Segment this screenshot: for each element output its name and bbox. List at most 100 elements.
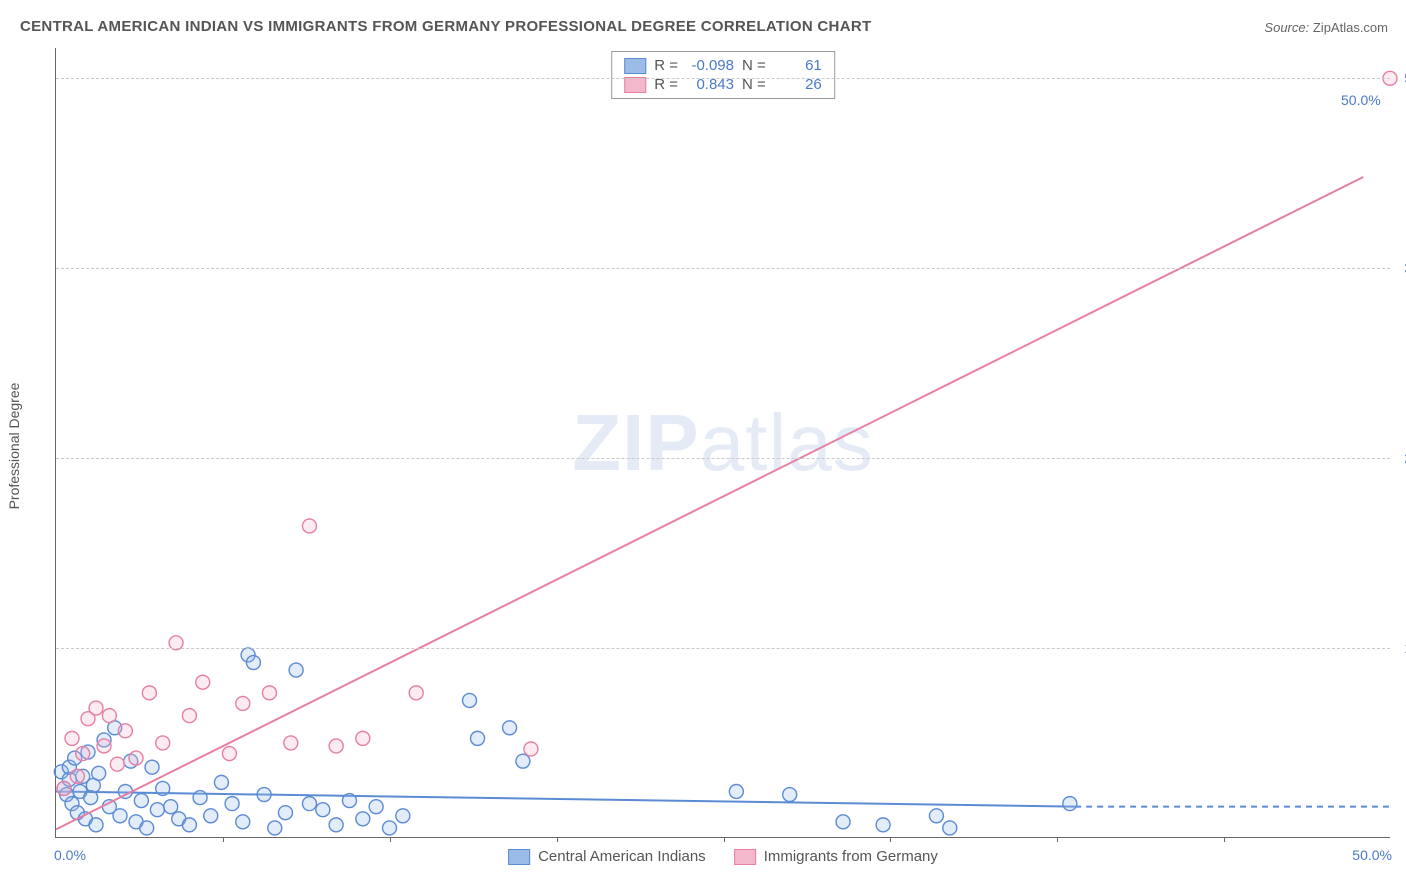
data-point — [102, 709, 116, 723]
x-tick-mark — [724, 837, 725, 842]
y-tick-label: 50.0% — [1394, 70, 1406, 86]
data-point — [516, 754, 530, 768]
data-point — [225, 797, 239, 811]
data-point — [196, 675, 210, 689]
legend-item-1: Central American Indians — [508, 848, 706, 865]
data-point — [284, 736, 298, 750]
data-point — [342, 794, 356, 808]
data-point — [156, 781, 170, 795]
x-tick-mark — [1224, 837, 1225, 842]
y-tick-label: 25.0% — [1394, 450, 1406, 466]
data-point — [76, 747, 90, 761]
data-point — [97, 739, 111, 753]
data-point — [503, 721, 517, 735]
y-tick-label: 37.5% — [1394, 260, 1406, 276]
gridline — [56, 78, 1390, 79]
data-point — [268, 821, 282, 835]
data-point — [222, 747, 236, 761]
x-tick-mark — [223, 837, 224, 842]
data-point — [246, 656, 260, 670]
data-point — [113, 809, 127, 823]
x-tick-mark — [557, 837, 558, 842]
gridline — [56, 458, 1390, 459]
trend-line — [56, 177, 1363, 829]
stats-legend: R = -0.098 N = 61 R = 0.843 N = 26 — [611, 51, 835, 99]
x-tick-mark — [390, 837, 391, 842]
x-tick-mark — [890, 837, 891, 842]
data-point — [383, 821, 397, 835]
scatter-svg — [56, 48, 1390, 837]
legend-swatch-2 — [734, 849, 756, 865]
data-point — [89, 818, 103, 832]
data-point — [204, 809, 218, 823]
x-tick-mark — [1057, 837, 1058, 842]
data-point — [463, 693, 477, 707]
y-axis-title: Professional Degree — [6, 383, 22, 510]
bottom-legend: Central American Indians Immigrants from… — [508, 848, 938, 865]
data-point — [329, 818, 343, 832]
data-point — [471, 731, 485, 745]
data-point — [524, 742, 538, 756]
plot-area: ZIPatlas R = -0.098 N = 61 R = 0.843 N =… — [55, 48, 1390, 838]
data-point — [943, 821, 957, 835]
source-value: ZipAtlas.com — [1313, 20, 1388, 35]
data-point — [65, 731, 79, 745]
data-point — [369, 800, 383, 814]
data-point — [409, 686, 423, 700]
data-point — [70, 769, 84, 783]
legend-label-1: Central American Indians — [538, 848, 706, 865]
legend-swatch-1 — [508, 849, 530, 865]
data-point — [329, 739, 343, 753]
x-tick-max: 50.0% — [1352, 847, 1392, 863]
swatch-series-1 — [624, 58, 646, 74]
data-point — [729, 784, 743, 798]
data-point — [110, 757, 124, 771]
data-point — [236, 815, 250, 829]
chart-title: CENTRAL AMERICAN INDIAN VS IMMIGRANTS FR… — [20, 18, 871, 35]
data-point — [182, 709, 196, 723]
data-point — [836, 815, 850, 829]
gridline — [56, 268, 1390, 269]
data-point — [164, 800, 178, 814]
data-point — [89, 701, 103, 715]
data-point — [156, 736, 170, 750]
r-label-1: R = — [654, 57, 678, 74]
source-attribution: Source: ZipAtlas.com — [1264, 20, 1388, 35]
data-point — [1063, 797, 1077, 811]
data-point — [129, 751, 143, 765]
source-label: Source: — [1264, 20, 1309, 35]
n-label-1: N = — [742, 57, 766, 74]
data-point — [356, 812, 370, 826]
data-point — [302, 797, 316, 811]
data-point — [257, 788, 271, 802]
legend-item-2: Immigrants from Germany — [734, 848, 938, 865]
data-point — [92, 766, 106, 780]
data-point — [140, 821, 154, 835]
data-point — [356, 731, 370, 745]
stats-row-1: R = -0.098 N = 61 — [612, 56, 834, 75]
data-point — [262, 686, 276, 700]
data-point — [783, 788, 797, 802]
data-point — [182, 818, 196, 832]
data-point — [214, 775, 228, 789]
x-tick-min: 0.0% — [54, 847, 86, 863]
data-point — [289, 663, 303, 677]
data-point — [396, 809, 410, 823]
point-callout: 50.0% — [1341, 92, 1381, 108]
r-value-1: -0.098 — [686, 57, 734, 74]
data-point — [929, 809, 943, 823]
data-point — [118, 724, 132, 738]
chart-container: CENTRAL AMERICAN INDIAN VS IMMIGRANTS FR… — [0, 0, 1406, 892]
data-point — [142, 686, 156, 700]
data-point — [278, 806, 292, 820]
data-point — [193, 791, 207, 805]
data-point — [316, 803, 330, 817]
y-tick-label: 12.5% — [1394, 640, 1406, 656]
n-value-1: 61 — [774, 57, 822, 74]
data-point — [236, 696, 250, 710]
data-point — [302, 519, 316, 533]
trend-line — [56, 791, 1075, 806]
data-point — [150, 803, 164, 817]
data-point — [145, 760, 159, 774]
legend-label-2: Immigrants from Germany — [764, 848, 938, 865]
